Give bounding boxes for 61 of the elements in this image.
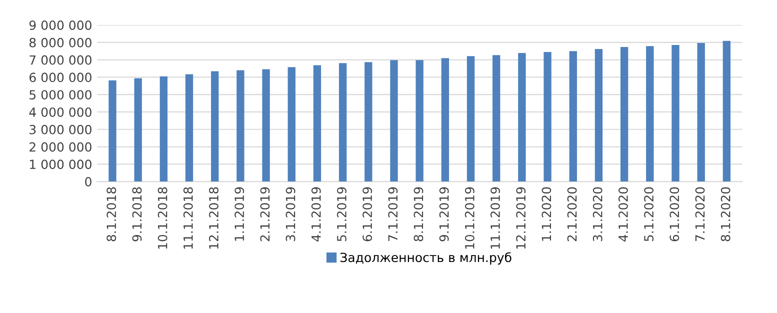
x-tick-label: 10.1.2019 (464, 187, 474, 249)
bar (594, 49, 603, 182)
bar (722, 40, 731, 182)
y-tick-label: 5 000 000 (30, 90, 92, 100)
x-tick-label: 8.1.2019 (414, 187, 424, 242)
x-tick-label: 7.1.2020 (695, 187, 705, 242)
x-tick-label: 1.1.2020 (542, 187, 552, 241)
bar (416, 60, 424, 182)
bar (338, 63, 347, 182)
x-tick-label: 9.1.2018 (132, 187, 142, 242)
bar (288, 67, 296, 182)
bar (262, 69, 270, 182)
bar (466, 56, 475, 182)
x-tick-label: 5.1.2019 (336, 187, 346, 242)
y-tick-label: 6 000 000 (30, 72, 92, 82)
bar (569, 51, 577, 182)
bar (211, 71, 219, 182)
x-tick-label: 10.1.2018 (158, 187, 168, 249)
x-tick-label: 11.1.2019 (490, 187, 500, 249)
x-tick-label: 2.1.2019 (260, 187, 270, 242)
x-tick-label: 6.1.2019 (362, 187, 372, 242)
x-tick-label: 6.1.2020 (670, 187, 680, 242)
bar (441, 58, 450, 182)
x-tick-label: 12.1.2018 (209, 187, 218, 249)
x-tick-label: 11.1.2018 (183, 187, 193, 249)
bar (108, 80, 116, 182)
bar (364, 62, 372, 182)
x-tick-label: 4.1.2020 (618, 187, 628, 242)
legend-label: Задолженность в млн.руб (340, 252, 512, 265)
x-tick-label: 5.1.2020 (644, 187, 654, 242)
y-tick-label: 2 000 000 (30, 142, 92, 152)
y-tick-label: 8 000 000 (29, 38, 92, 48)
bar (620, 46, 628, 182)
x-tick-label: 2.1.2020 (567, 187, 577, 242)
bar (518, 53, 526, 182)
x-tick-label: 8.1.2018 (106, 187, 116, 242)
x-tick-label: 12.1.2019 (516, 187, 526, 249)
y-tick-label: 7 000 000 (30, 55, 92, 65)
x-tick-label: 7.1.2019 (388, 187, 398, 242)
x-tick-label: 4.1.2019 (311, 187, 321, 242)
y-tick-label: 1 000 000 (30, 160, 92, 170)
x-tick-label: 8.1.2020 (720, 187, 730, 242)
y-tick-label: 3 000 000 (30, 124, 92, 134)
y-tick-label: 9 000 000 (29, 20, 92, 30)
bar (390, 60, 398, 182)
bar (544, 52, 552, 182)
bar (236, 70, 244, 182)
y-tick-label: 0 (85, 177, 92, 186)
bar (492, 55, 500, 182)
x-tick-label: 3.1.2019 (286, 187, 296, 242)
x-tick-label: 9.1.2019 (439, 187, 449, 242)
x-tick-label: 1.1.2019 (234, 187, 244, 241)
y-tick-label: 4 000 000 (29, 107, 92, 117)
bar (697, 42, 705, 182)
bar (646, 46, 654, 182)
bar (313, 65, 322, 182)
bar (672, 45, 680, 182)
bar (160, 76, 168, 182)
bar (185, 74, 194, 182)
bar (134, 78, 142, 182)
x-tick-label: 3.1.2020 (592, 187, 602, 242)
